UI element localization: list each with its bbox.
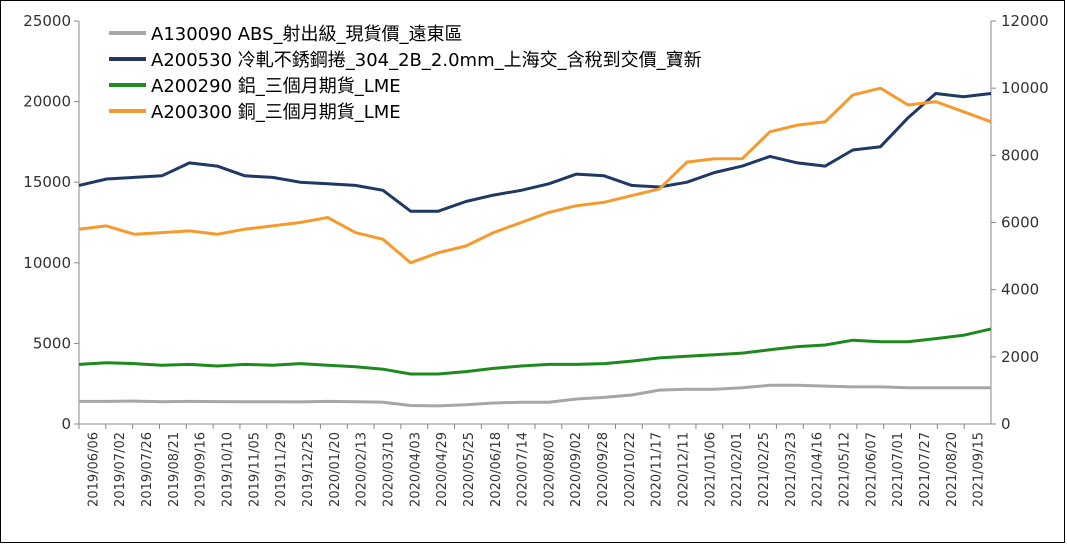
legend-label-3: A200290 鋁_三個月期貨_LME bbox=[151, 76, 401, 97]
legend-label-1: A130090 ABS_射出級_現貨價_遠東區 bbox=[151, 24, 463, 45]
legend-label-2: A200530 冷軋不銹鋼捲_304_2B_2.0mm_上海交_含稅到交價_寶新 bbox=[151, 50, 702, 71]
x-tick-label: 2019/09/16 bbox=[194, 432, 209, 507]
x-tick-label: 2021/02/01 bbox=[730, 432, 745, 507]
y-right-tick-label: 12000 bbox=[1001, 12, 1049, 30]
y-right-tick-label: 8000 bbox=[1001, 146, 1039, 164]
x-tick-label: 2020/07/14 bbox=[516, 432, 531, 507]
x-tick-label: 2021/02/25 bbox=[757, 432, 772, 507]
y-right-tick-label: 0 bbox=[1001, 415, 1011, 433]
y-left-tick-label: 0 bbox=[61, 415, 71, 433]
x-tick-label: 2021/03/23 bbox=[784, 432, 799, 507]
x-tick-label: 2020/10/22 bbox=[623, 432, 638, 507]
x-tick-label: 2020/06/18 bbox=[489, 432, 504, 507]
series-line-3 bbox=[78, 327, 992, 376]
y-left-tick-label: 25000 bbox=[23, 12, 71, 30]
x-tick-label: 2019/11/05 bbox=[247, 432, 262, 507]
series-line-4 bbox=[78, 86, 992, 265]
x-tick-label: 2021/06/07 bbox=[864, 432, 879, 507]
x-tick-label: 2021/09/15 bbox=[972, 432, 987, 507]
x-tick-label: 2019/10/10 bbox=[221, 432, 236, 507]
x-tick-label: 2020/05/25 bbox=[462, 432, 477, 507]
x-tick-label: 2020/09/28 bbox=[596, 432, 611, 507]
x-tick-label: 2021/07/01 bbox=[891, 432, 906, 507]
x-tick-label: 2021/05/12 bbox=[837, 432, 852, 507]
x-tick-label: 2019/06/06 bbox=[86, 432, 101, 507]
y-left-tick-label: 10000 bbox=[23, 254, 71, 272]
y-right-tick-label: 6000 bbox=[1001, 214, 1039, 232]
y-left-tick-label: 5000 bbox=[33, 334, 71, 352]
x-tick-label: 2020/12/11 bbox=[677, 432, 692, 507]
x-tick-label: 2019/07/02 bbox=[113, 432, 128, 507]
legend-label-4: A200300 銅_三個月期貨_LME bbox=[151, 102, 401, 123]
y-left-tick-label: 15000 bbox=[23, 173, 71, 191]
y-right-tick-label: 2000 bbox=[1001, 348, 1039, 366]
x-tick-label: 2020/03/10 bbox=[381, 432, 396, 507]
x-tick-label: 2020/09/02 bbox=[569, 432, 584, 507]
x-tick-label: 2021/01/06 bbox=[703, 432, 718, 507]
y-right-tick-label: 10000 bbox=[1001, 79, 1049, 97]
x-tick-label: 2021/08/20 bbox=[945, 432, 960, 507]
x-tick-label: 2019/08/21 bbox=[167, 432, 182, 507]
x-tick-label: 2020/02/13 bbox=[355, 432, 370, 507]
x-tick-label: 2019/07/26 bbox=[140, 432, 155, 507]
x-tick-label: 2021/07/27 bbox=[918, 432, 933, 507]
x-tick-label: 2021/04/16 bbox=[811, 432, 826, 507]
x-tick-label: 2020/01/20 bbox=[328, 432, 343, 507]
x-tick-label: 2020/04/29 bbox=[435, 432, 450, 507]
y-left-tick-label: 20000 bbox=[23, 93, 71, 111]
x-tick-label: 2019/12/25 bbox=[301, 432, 316, 507]
x-tick-label: 2020/11/17 bbox=[650, 432, 665, 507]
x-tick-label: 2020/04/03 bbox=[408, 432, 423, 507]
x-tick-label: 2019/11/29 bbox=[274, 432, 289, 507]
y-right-tick-label: 4000 bbox=[1001, 281, 1039, 299]
series-line-1 bbox=[79, 383, 991, 408]
series-line-2 bbox=[78, 92, 992, 213]
x-tick-label: 2020/08/07 bbox=[542, 432, 557, 507]
